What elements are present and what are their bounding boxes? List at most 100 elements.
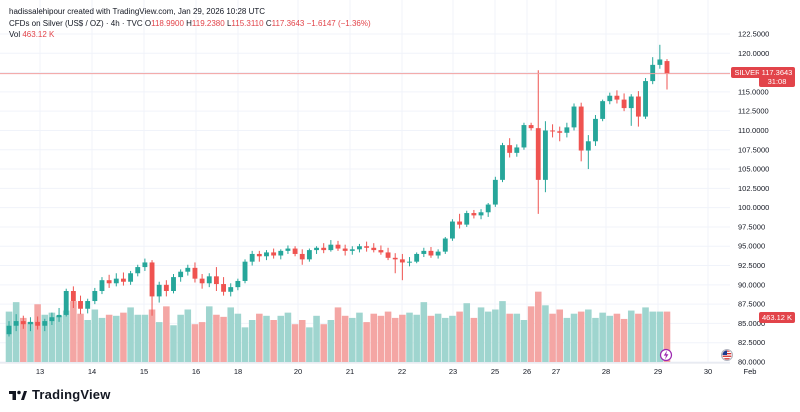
price-tick-label: 105.0000 bbox=[738, 165, 769, 174]
candle-body bbox=[163, 284, 169, 291]
volume-bar bbox=[356, 312, 363, 362]
time-tick-label: 25 bbox=[491, 367, 499, 376]
high-label: H bbox=[186, 19, 192, 28]
volume-bar bbox=[492, 309, 499, 362]
bolt-icon[interactable] bbox=[659, 348, 673, 362]
time-tick-label: 27 bbox=[552, 367, 560, 376]
volume-bar bbox=[613, 313, 621, 362]
time-axis: 13 14 15 16 18 20 21 22 23 25 26 27 28 29 30 Feb bbox=[36, 367, 757, 376]
price-tick-label: 110.0000 bbox=[738, 126, 769, 135]
volume-bar bbox=[70, 301, 77, 362]
candle-body bbox=[421, 250, 427, 254]
candle-body bbox=[643, 81, 648, 117]
price-tag-value: 117.3643 bbox=[762, 68, 793, 77]
time-tick-label: 18 bbox=[234, 367, 242, 376]
price-tick-label: 90.0000 bbox=[738, 280, 765, 289]
volume-bar bbox=[570, 313, 578, 362]
candle-body bbox=[206, 276, 212, 284]
candle-body bbox=[457, 221, 463, 225]
time-tick-label: 14 bbox=[88, 367, 96, 376]
brand-footer[interactable]: TradingView bbox=[9, 387, 111, 402]
volume-bar bbox=[563, 317, 571, 362]
volume-bar bbox=[27, 322, 34, 362]
candle-body bbox=[628, 96, 634, 109]
volume-bar bbox=[399, 314, 406, 362]
candle-body bbox=[171, 277, 176, 291]
volume-tag-box bbox=[759, 312, 795, 323]
volume-bar bbox=[191, 324, 199, 362]
volume-bar bbox=[599, 312, 606, 362]
volume-bar bbox=[341, 315, 349, 362]
volume-bar bbox=[84, 320, 91, 362]
volume-bar bbox=[391, 317, 399, 362]
volume-bar bbox=[62, 310, 70, 362]
us-flag-icon[interactable] bbox=[721, 349, 733, 361]
candle-body bbox=[235, 280, 241, 288]
candle-body bbox=[514, 147, 520, 153]
candle-body bbox=[249, 253, 255, 262]
candle-body bbox=[213, 276, 219, 285]
candle-body bbox=[371, 247, 377, 251]
volume-value: 463.12 K bbox=[22, 30, 55, 39]
volume-bar bbox=[263, 315, 270, 362]
candle-body bbox=[485, 204, 491, 213]
volume-tag-value: 463.12 K bbox=[762, 313, 792, 322]
candle-body bbox=[585, 141, 591, 151]
time-tick-label: 28 bbox=[602, 367, 610, 376]
volume-bar bbox=[484, 311, 492, 362]
candle-body bbox=[42, 321, 48, 326]
volume-bar bbox=[449, 315, 456, 362]
candle-body bbox=[550, 130, 555, 132]
candle-body bbox=[328, 244, 334, 251]
candle-body bbox=[85, 301, 91, 309]
candle-body bbox=[571, 106, 577, 128]
price-tick-label: 92.5000 bbox=[738, 261, 765, 270]
candle-body bbox=[106, 280, 112, 284]
volume-bar bbox=[170, 325, 177, 362]
candle-body bbox=[621, 99, 627, 109]
time-tick-label: 13 bbox=[36, 367, 44, 376]
volume-bar bbox=[370, 313, 378, 362]
open-label: O bbox=[144, 19, 152, 28]
candle-body bbox=[657, 59, 663, 65]
volume-bar bbox=[506, 313, 513, 362]
volume-bar bbox=[592, 317, 599, 362]
price-tick-label: 122.5000 bbox=[738, 30, 769, 39]
time-tick-label: 23 bbox=[449, 367, 457, 376]
candle-body bbox=[20, 321, 26, 325]
instrument-name: CFDs on Silver (US$ / OZ) · 4h · TVC bbox=[9, 19, 143, 28]
tradingview-logo-icon bbox=[9, 390, 27, 400]
price-tag-symbol-box bbox=[731, 67, 764, 78]
volume-bar bbox=[48, 312, 56, 362]
candle-body bbox=[264, 252, 269, 257]
volume-bar bbox=[656, 311, 664, 362]
volume-bar bbox=[127, 307, 134, 362]
volume-bar bbox=[134, 314, 142, 362]
price-tag-countdown: 31:08 bbox=[768, 77, 787, 86]
candle-body bbox=[292, 248, 298, 254]
candle-body bbox=[128, 273, 134, 282]
candle-body bbox=[564, 127, 570, 133]
volume-bar bbox=[20, 317, 27, 362]
volume-bar bbox=[520, 320, 528, 362]
candle-body bbox=[492, 179, 498, 205]
price-tick-label: 80.0000 bbox=[738, 358, 765, 367]
volume-bar bbox=[34, 304, 41, 362]
candle-body bbox=[528, 125, 534, 129]
candle-body bbox=[113, 278, 119, 284]
candle-body bbox=[242, 261, 248, 281]
volume-bar bbox=[377, 315, 385, 362]
candle-body bbox=[578, 106, 584, 151]
candle-body bbox=[63, 290, 69, 315]
volume-bar bbox=[549, 313, 556, 362]
candle-body bbox=[521, 125, 527, 148]
volume-bar bbox=[477, 307, 485, 362]
price-tick-label: 112.5000 bbox=[738, 107, 769, 116]
time-tick-label: 30 bbox=[704, 367, 712, 376]
price-tick-label: 82.5000 bbox=[738, 338, 765, 347]
candle-body bbox=[635, 96, 641, 117]
candle-body bbox=[299, 253, 305, 260]
volume-bar bbox=[363, 322, 370, 362]
candle-body bbox=[185, 267, 191, 272]
